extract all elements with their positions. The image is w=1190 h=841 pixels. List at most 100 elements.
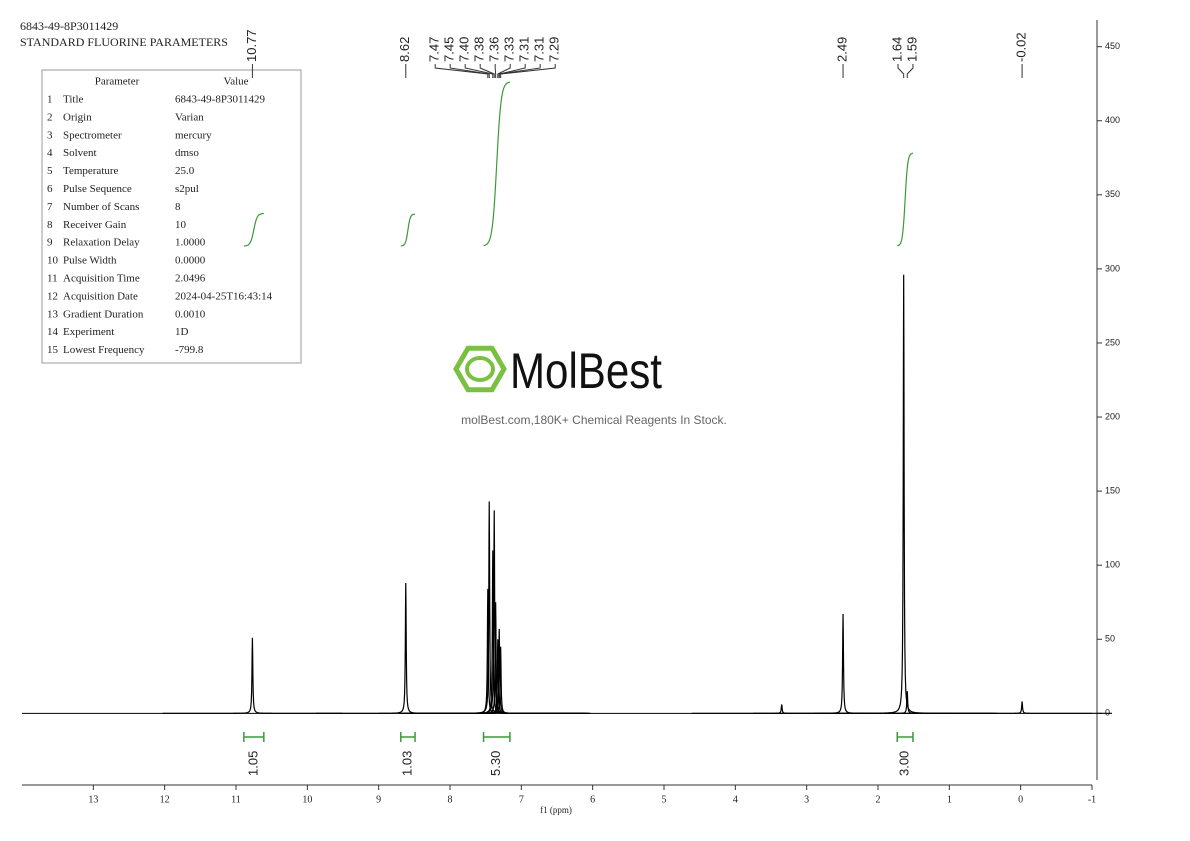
table-cell: -799.8	[175, 344, 204, 356]
table-cell: 11	[47, 273, 58, 285]
table-cell: 8	[175, 201, 181, 213]
peak-label: 7.45	[442, 37, 457, 62]
peak-leader	[897, 64, 905, 78]
peak	[162, 637, 343, 714]
peak-label: 7.38	[472, 37, 487, 62]
table-cell: 0.0010	[175, 308, 206, 320]
y-tick-label: 100	[1105, 560, 1120, 570]
integral-label: 5.30	[488, 751, 503, 776]
x-tick-label: -1	[1088, 794, 1096, 805]
integral-curve	[483, 81, 511, 247]
x-tick-label: 13	[88, 794, 98, 805]
table-cell: 3	[47, 129, 53, 141]
peak	[315, 582, 496, 714]
table-cell: 2	[47, 111, 53, 123]
table-cell: Pulse Width	[63, 255, 117, 267]
peak-label: 10.77	[244, 29, 259, 62]
peak-label: -0.02	[1014, 32, 1029, 62]
peak-leader	[449, 64, 490, 78]
x-tick-label: 9	[376, 794, 381, 805]
table-cell: Receiver Gain	[63, 219, 127, 231]
x-tick-label: 11	[231, 794, 241, 805]
y-tick-label: 150	[1105, 485, 1120, 495]
table-cell: Title	[63, 94, 84, 106]
table-cell: 6	[47, 183, 53, 195]
table-body: 1 Title 6843-49-8P3011429 2 Origin Varian 3 Spe…	[47, 94, 273, 357]
x-axis-label: f1 (ppm)	[540, 805, 572, 815]
table-cell: 10	[175, 219, 187, 231]
table-cell: Varian	[175, 111, 204, 123]
integral-curve	[243, 212, 264, 247]
table-cell: dmso	[175, 147, 199, 159]
table-cell: 5	[47, 165, 53, 177]
table-cell: 1.0000	[175, 237, 206, 249]
x-tick-label: 4	[733, 794, 738, 805]
y-tick-label: 450	[1105, 41, 1120, 51]
table-cell: 7	[47, 201, 53, 213]
x-tick-label: 0	[1018, 794, 1023, 805]
peak-label: 8.62	[397, 37, 412, 62]
table-cell: 1D	[175, 326, 189, 338]
peak-label: 1.64	[889, 37, 904, 62]
y-tick-label: 350	[1105, 189, 1120, 199]
table-cell: Temperature	[63, 165, 119, 177]
x-tick-label: 8	[448, 794, 453, 805]
table-cell: 13	[47, 308, 59, 320]
table-cell: 4	[47, 147, 53, 159]
sample-id: 6843-49-8P3011429	[20, 19, 118, 33]
table-header: Parameter	[95, 76, 140, 88]
peak-leader	[498, 64, 541, 78]
x-tick-label: 6	[590, 794, 595, 805]
x-tick-label: 2	[876, 794, 881, 805]
peak-leader	[500, 64, 556, 78]
peak-label: 7.40	[457, 37, 472, 62]
table-cell: 2.0496	[175, 273, 206, 285]
peak-leader	[906, 64, 914, 78]
peak	[932, 701, 1112, 714]
table-cell: 2024-04-25T16:43:14	[175, 290, 273, 302]
table-cell: 25.0	[175, 165, 195, 177]
integral-label: 3.00	[897, 751, 912, 776]
peak	[813, 274, 994, 714]
table-cell: Acquisition Time	[63, 273, 140, 285]
table-cell: 6843-49-8P3011429	[175, 94, 266, 106]
logo	[453, 345, 507, 393]
table-cell: s2pul	[175, 183, 199, 195]
table-cell: Spectrometer	[63, 129, 122, 141]
table-cell: Pulse Sequence	[63, 183, 132, 195]
table-cell: Gradient Duration	[63, 308, 144, 320]
x-tick-label: 12	[160, 794, 170, 805]
peak-leader	[479, 64, 495, 78]
logo-ring	[465, 356, 495, 382]
logo-hexagon	[453, 345, 507, 393]
table-cell: Acquisition Date	[63, 290, 138, 302]
y-tick-label: 300	[1105, 263, 1120, 273]
peak-label: 7.33	[502, 37, 517, 62]
table-cell: 0.0000	[175, 255, 206, 267]
peak-label: 7.31	[532, 37, 547, 62]
table-cell: 15	[47, 344, 59, 356]
table-cell: Number of Scans	[63, 201, 139, 213]
integral-curve	[897, 152, 914, 247]
brand-tagline: molBest.com,180K+ Chemical Reagents In S…	[461, 413, 727, 427]
table-cell: Experiment	[63, 326, 114, 338]
y-tick-label: 0	[1105, 708, 1110, 718]
experiment-name: STANDARD FLUORINE PARAMETERS	[20, 35, 228, 49]
x-tick-label: 3	[804, 794, 809, 805]
peak-leader	[497, 64, 511, 78]
table-cell: Relaxation Delay	[63, 237, 140, 249]
y-tick-label: 250	[1105, 337, 1120, 347]
table-cell: 1	[47, 94, 53, 106]
peak-label: 7.29	[547, 37, 562, 62]
table-cell: 9	[47, 237, 53, 249]
x-tick-label: 10	[302, 794, 312, 805]
table-cell: Solvent	[63, 147, 97, 159]
peak-label: 7.47	[427, 37, 442, 62]
peak-leader	[434, 64, 489, 78]
y-tick-label: 400	[1105, 115, 1120, 125]
table-cell: Origin	[63, 111, 92, 123]
table-cell: 12	[47, 290, 58, 302]
peak-label: 1.59	[904, 37, 919, 62]
